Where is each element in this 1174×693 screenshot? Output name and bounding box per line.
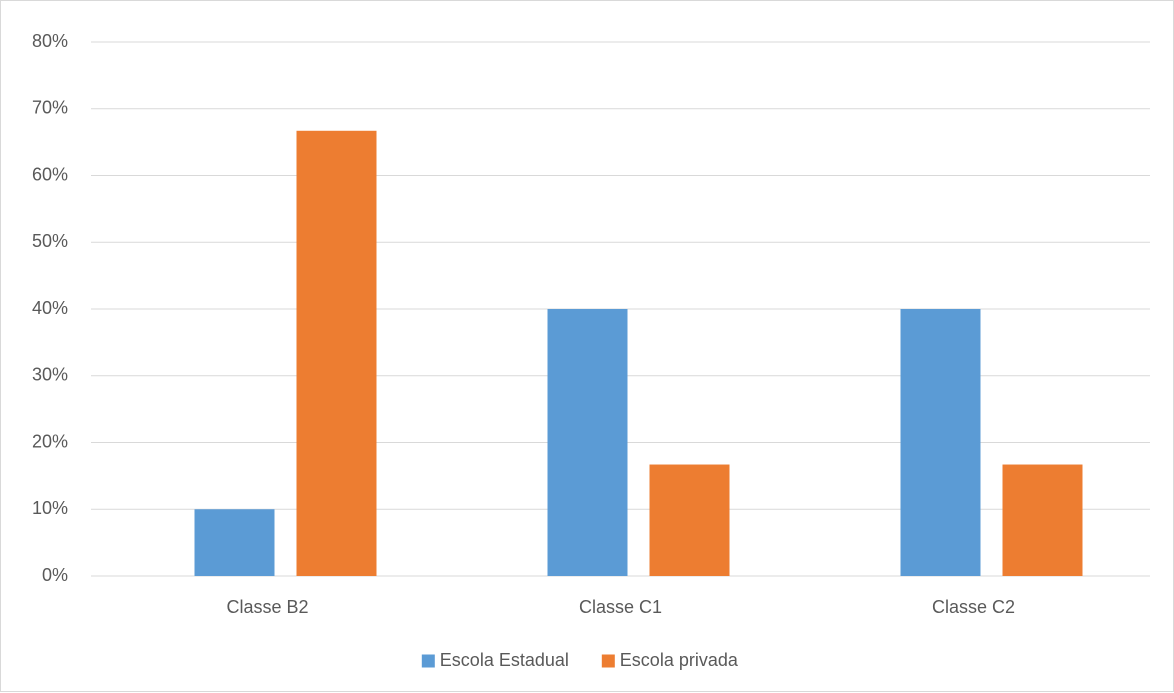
bar	[296, 130, 377, 576]
y-tick-label: 20%	[32, 431, 68, 451]
x-tick-label: Classe C1	[579, 597, 662, 617]
x-tick-label: Classe C2	[932, 597, 1015, 617]
bar	[547, 309, 628, 576]
legend: Escola Estadual Escola privada	[421, 650, 739, 670]
y-tick-label: 30%	[32, 365, 68, 385]
bar	[1002, 464, 1083, 576]
bars	[194, 130, 1083, 576]
y-tick-label: 0%	[42, 565, 68, 585]
x-axis-tick-labels: Classe B2 Classe C1 Classe C2	[226, 597, 1015, 617]
bar	[194, 509, 275, 576]
bar	[649, 464, 730, 576]
y-tick-label: 10%	[32, 498, 68, 518]
y-tick-label: 50%	[32, 231, 68, 251]
x-tick-label: Classe B2	[226, 597, 308, 617]
y-tick-label: 60%	[32, 164, 68, 184]
y-tick-label: 80%	[32, 31, 68, 51]
bar	[900, 309, 981, 576]
y-tick-label: 70%	[32, 98, 68, 118]
legend-label: Escola privada	[620, 650, 739, 670]
legend-swatch	[601, 654, 615, 668]
legend-label: Escola Estadual	[440, 650, 569, 670]
y-axis-tick-labels: 0% 10% 20% 30% 40% 50% 60% 70% 80%	[32, 31, 68, 585]
y-tick-label: 40%	[32, 298, 68, 318]
legend-swatch	[421, 654, 435, 668]
